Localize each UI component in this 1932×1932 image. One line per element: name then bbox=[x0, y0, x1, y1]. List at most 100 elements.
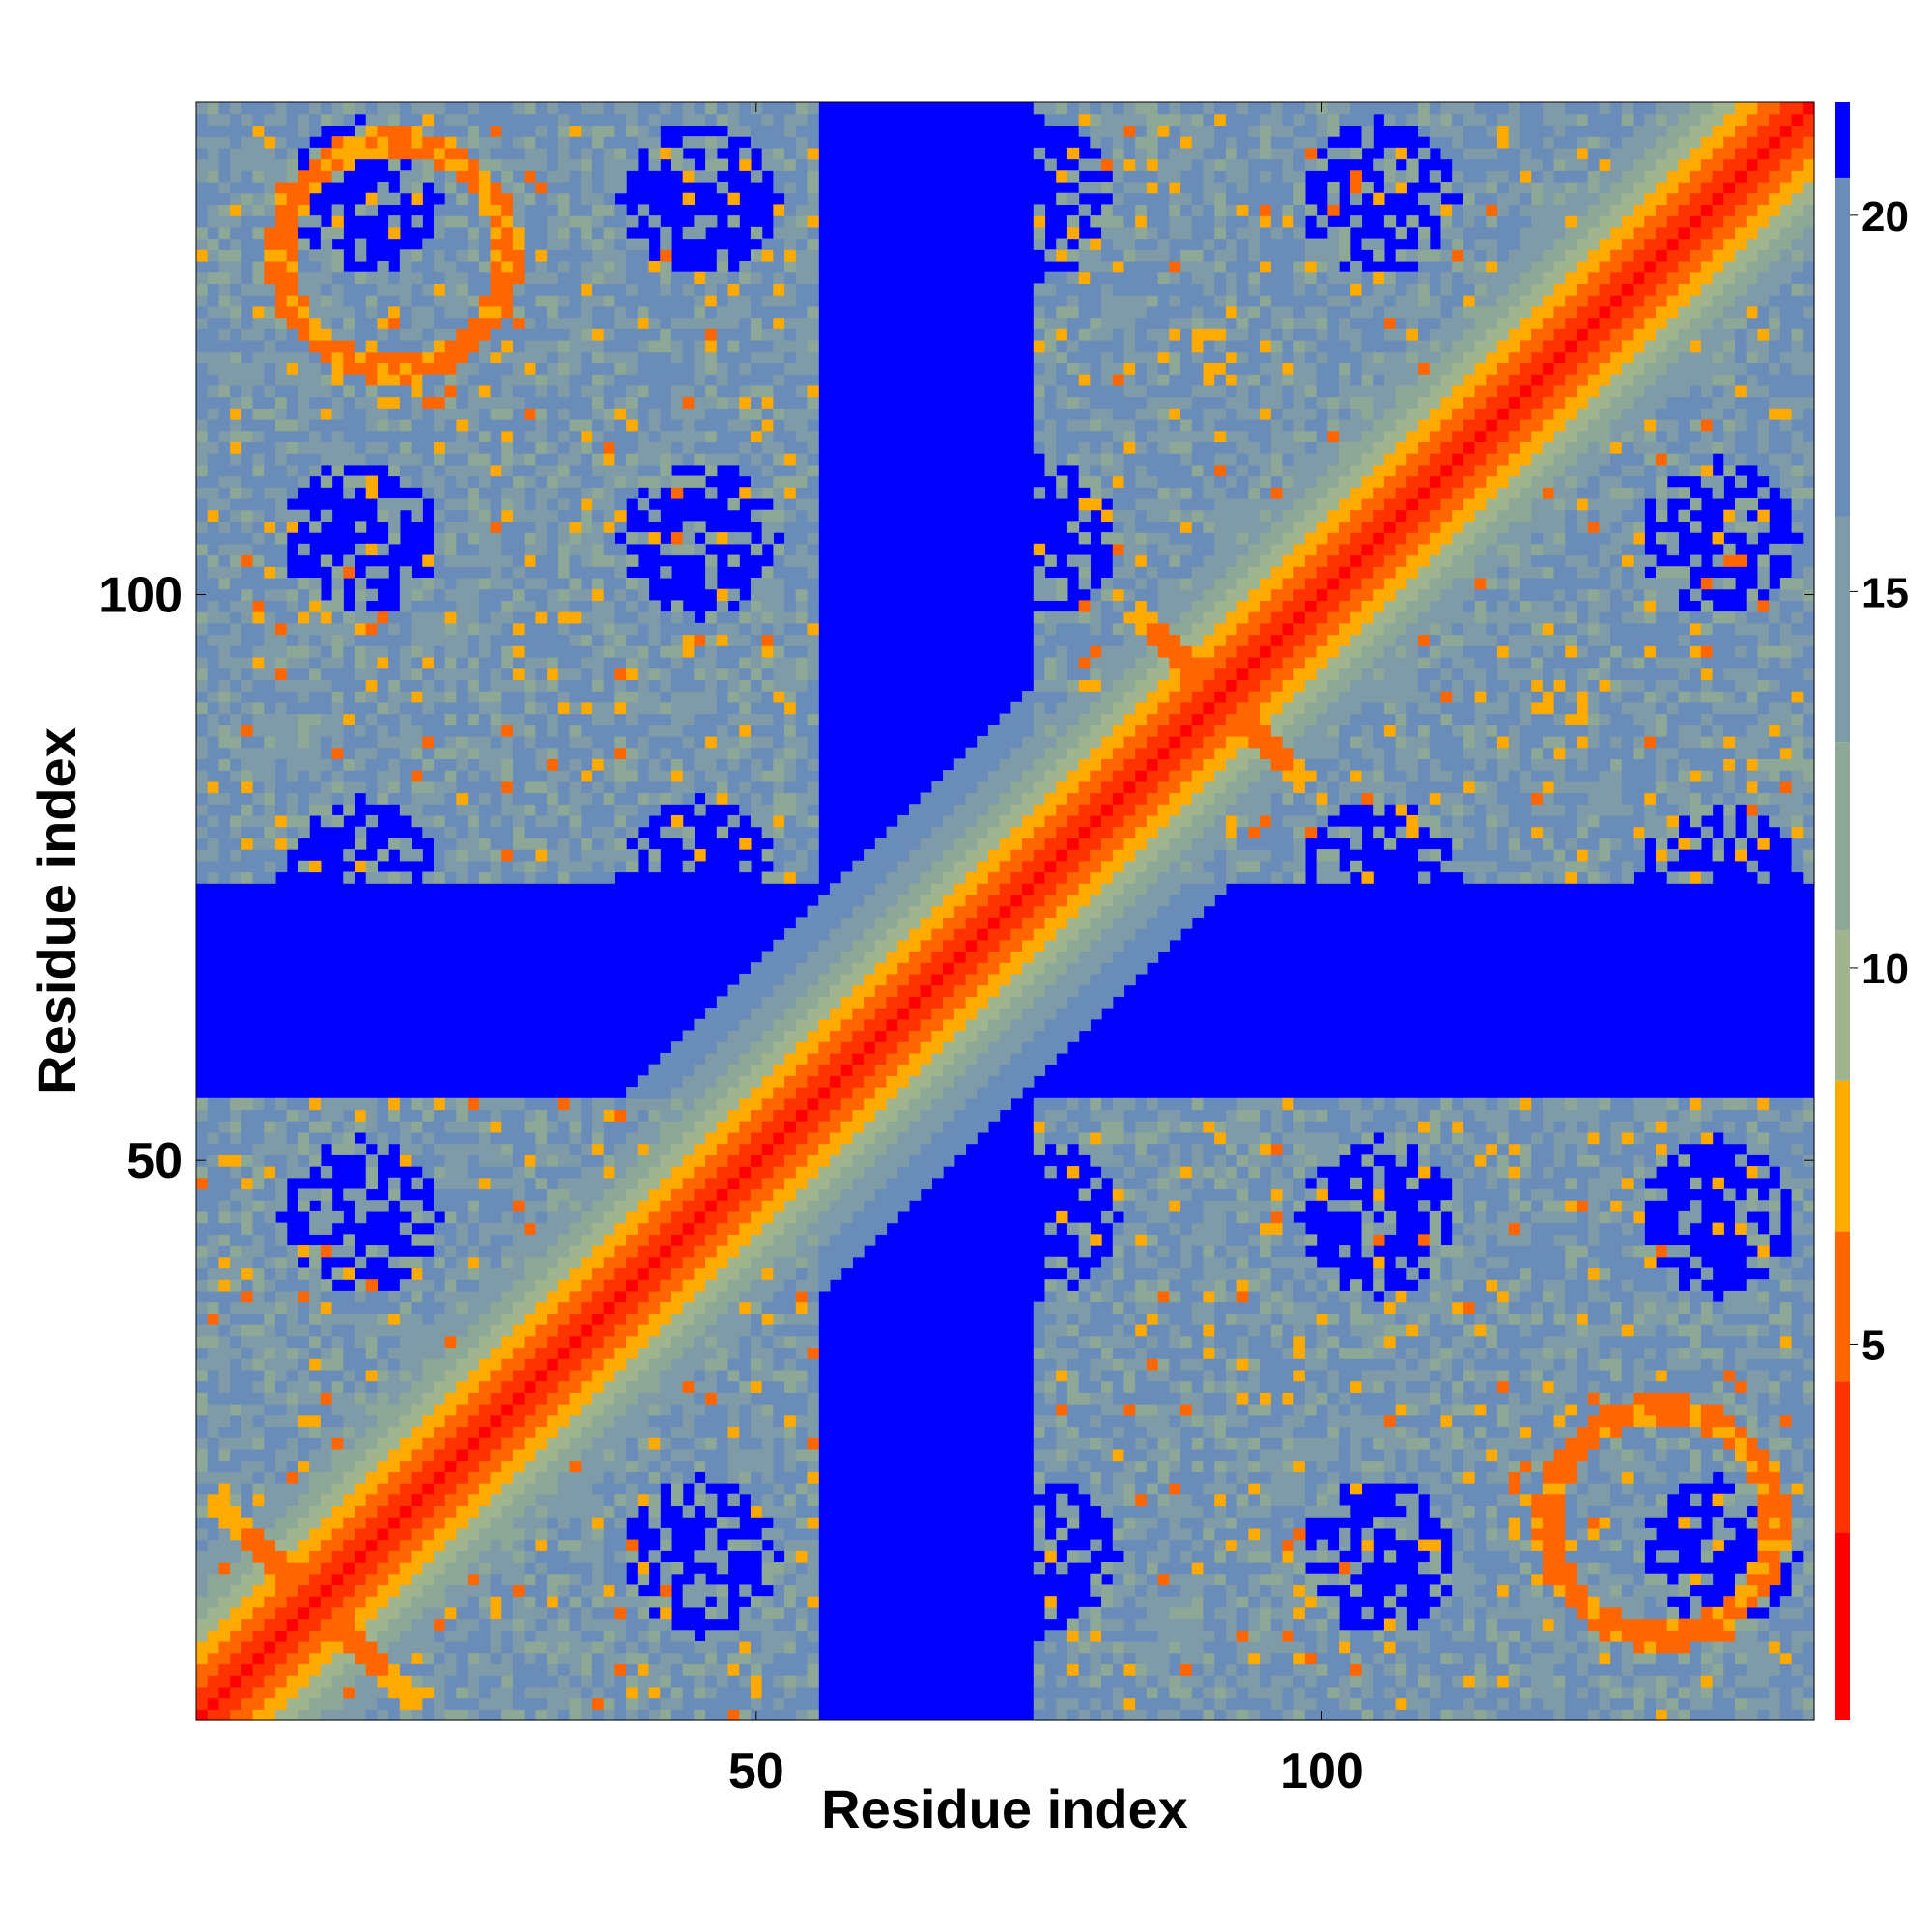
heatmap-cell bbox=[456, 804, 469, 816]
heatmap-cell bbox=[444, 215, 457, 228]
heatmap-cell bbox=[512, 1301, 526, 1314]
heatmap-cell bbox=[581, 679, 593, 692]
heatmap-cell bbox=[331, 249, 344, 262]
heatmap-cell bbox=[422, 724, 435, 737]
heatmap-cell bbox=[524, 1641, 536, 1654]
heatmap-cell bbox=[196, 1313, 209, 1325]
heatmap-cell bbox=[377, 1697, 389, 1710]
heatmap-cell bbox=[626, 441, 639, 454]
heatmap-cell bbox=[468, 339, 480, 353]
heatmap-cell bbox=[264, 305, 276, 319]
heatmap-cell bbox=[399, 1663, 412, 1676]
heatmap-cell bbox=[343, 283, 355, 296]
heatmap-cell bbox=[670, 374, 684, 386]
heatmap-cell bbox=[286, 1324, 299, 1337]
heatmap-cell bbox=[591, 1290, 605, 1303]
heatmap-cell bbox=[422, 158, 435, 171]
heatmap-cell bbox=[648, 724, 661, 737]
heatmap-cell bbox=[501, 328, 514, 341]
heatmap-cell bbox=[252, 1584, 265, 1597]
heatmap-cell bbox=[626, 1301, 639, 1314]
heatmap-cell bbox=[648, 1210, 661, 1224]
heatmap-cell bbox=[547, 656, 559, 669]
heatmap-cell bbox=[377, 1392, 389, 1405]
heatmap-cell bbox=[581, 1517, 593, 1529]
heatmap-cell bbox=[207, 1166, 220, 1179]
heatmap-cell bbox=[524, 1562, 536, 1575]
heatmap-cell bbox=[298, 1313, 310, 1325]
heatmap-cell bbox=[241, 656, 254, 669]
heatmap-cell bbox=[444, 271, 457, 285]
heatmap-cell bbox=[569, 747, 582, 759]
heatmap-cell bbox=[399, 634, 412, 646]
heatmap-cell bbox=[433, 1369, 446, 1382]
heatmap-cell bbox=[456, 1121, 469, 1133]
heatmap-cell bbox=[399, 1437, 412, 1450]
heatmap-cell bbox=[547, 1200, 559, 1212]
heatmap-cell bbox=[603, 125, 615, 137]
heatmap-cell bbox=[388, 113, 401, 127]
heatmap-cell bbox=[660, 1267, 672, 1280]
heatmap-cell bbox=[354, 588, 367, 601]
heatmap-cell bbox=[399, 102, 412, 115]
heatmap-cell bbox=[626, 1154, 639, 1167]
heatmap-cell bbox=[286, 668, 299, 680]
heatmap-cell bbox=[490, 1437, 502, 1450]
heatmap-cell bbox=[557, 701, 571, 715]
heatmap-cell bbox=[512, 1596, 526, 1608]
heatmap-cell bbox=[660, 566, 672, 579]
heatmap-cell bbox=[264, 1437, 276, 1450]
heatmap-cell bbox=[581, 1234, 593, 1246]
heatmap-cell bbox=[535, 1324, 548, 1337]
heatmap-cell bbox=[365, 1245, 379, 1258]
heatmap-cell bbox=[557, 487, 571, 499]
heatmap-cell bbox=[252, 1539, 265, 1551]
heatmap-cell bbox=[524, 464, 536, 477]
heatmap-cell bbox=[490, 295, 502, 307]
heatmap-cell bbox=[218, 1290, 231, 1303]
heatmap-cell bbox=[478, 1234, 492, 1246]
heatmap-cell bbox=[501, 1380, 514, 1393]
heatmap-cell bbox=[547, 1460, 559, 1472]
heatmap-cell bbox=[309, 1663, 322, 1676]
heatmap-cell bbox=[557, 1471, 571, 1484]
heatmap-cell bbox=[456, 814, 469, 828]
heatmap-cell bbox=[399, 1471, 412, 1484]
heatmap-cell bbox=[422, 735, 435, 749]
heatmap-cell bbox=[377, 1562, 389, 1575]
heatmap-cell bbox=[241, 1675, 254, 1688]
heatmap-cell bbox=[274, 1143, 288, 1155]
heatmap-cell bbox=[422, 339, 435, 353]
heatmap-cell bbox=[241, 453, 254, 466]
heatmap-cell bbox=[557, 408, 571, 420]
heatmap-cell bbox=[433, 645, 446, 658]
heatmap-cell bbox=[547, 1686, 559, 1699]
heatmap-cell bbox=[501, 600, 514, 612]
heatmap-cell bbox=[433, 1697, 446, 1710]
heatmap-cell bbox=[490, 735, 502, 749]
heatmap-cell bbox=[298, 679, 310, 692]
heatmap-cell bbox=[603, 113, 615, 127]
heatmap-cell bbox=[456, 1539, 469, 1551]
heatmap-cell bbox=[591, 634, 605, 646]
heatmap-cell bbox=[241, 226, 254, 240]
heatmap-cell bbox=[354, 622, 367, 636]
heatmap-cell bbox=[433, 1471, 446, 1484]
heatmap-cell bbox=[637, 1460, 650, 1472]
heatmap-cell bbox=[547, 713, 559, 725]
heatmap-cell bbox=[365, 1121, 379, 1133]
heatmap-cell bbox=[581, 724, 593, 737]
heatmap-cell bbox=[557, 215, 571, 228]
heatmap-cell bbox=[422, 1505, 435, 1518]
heatmap-cell bbox=[535, 804, 548, 816]
heatmap-cell bbox=[207, 1380, 220, 1393]
heatmap-cell bbox=[478, 283, 492, 296]
heatmap-cell bbox=[422, 1121, 435, 1133]
heatmap-cell bbox=[218, 181, 231, 194]
heatmap-cell bbox=[252, 1166, 265, 1179]
heatmap-cell bbox=[354, 1188, 367, 1201]
heatmap-cell bbox=[343, 758, 355, 771]
heatmap-cell bbox=[422, 1154, 435, 1167]
heatmap-cell bbox=[309, 645, 322, 658]
heatmap-cell bbox=[456, 1505, 469, 1518]
